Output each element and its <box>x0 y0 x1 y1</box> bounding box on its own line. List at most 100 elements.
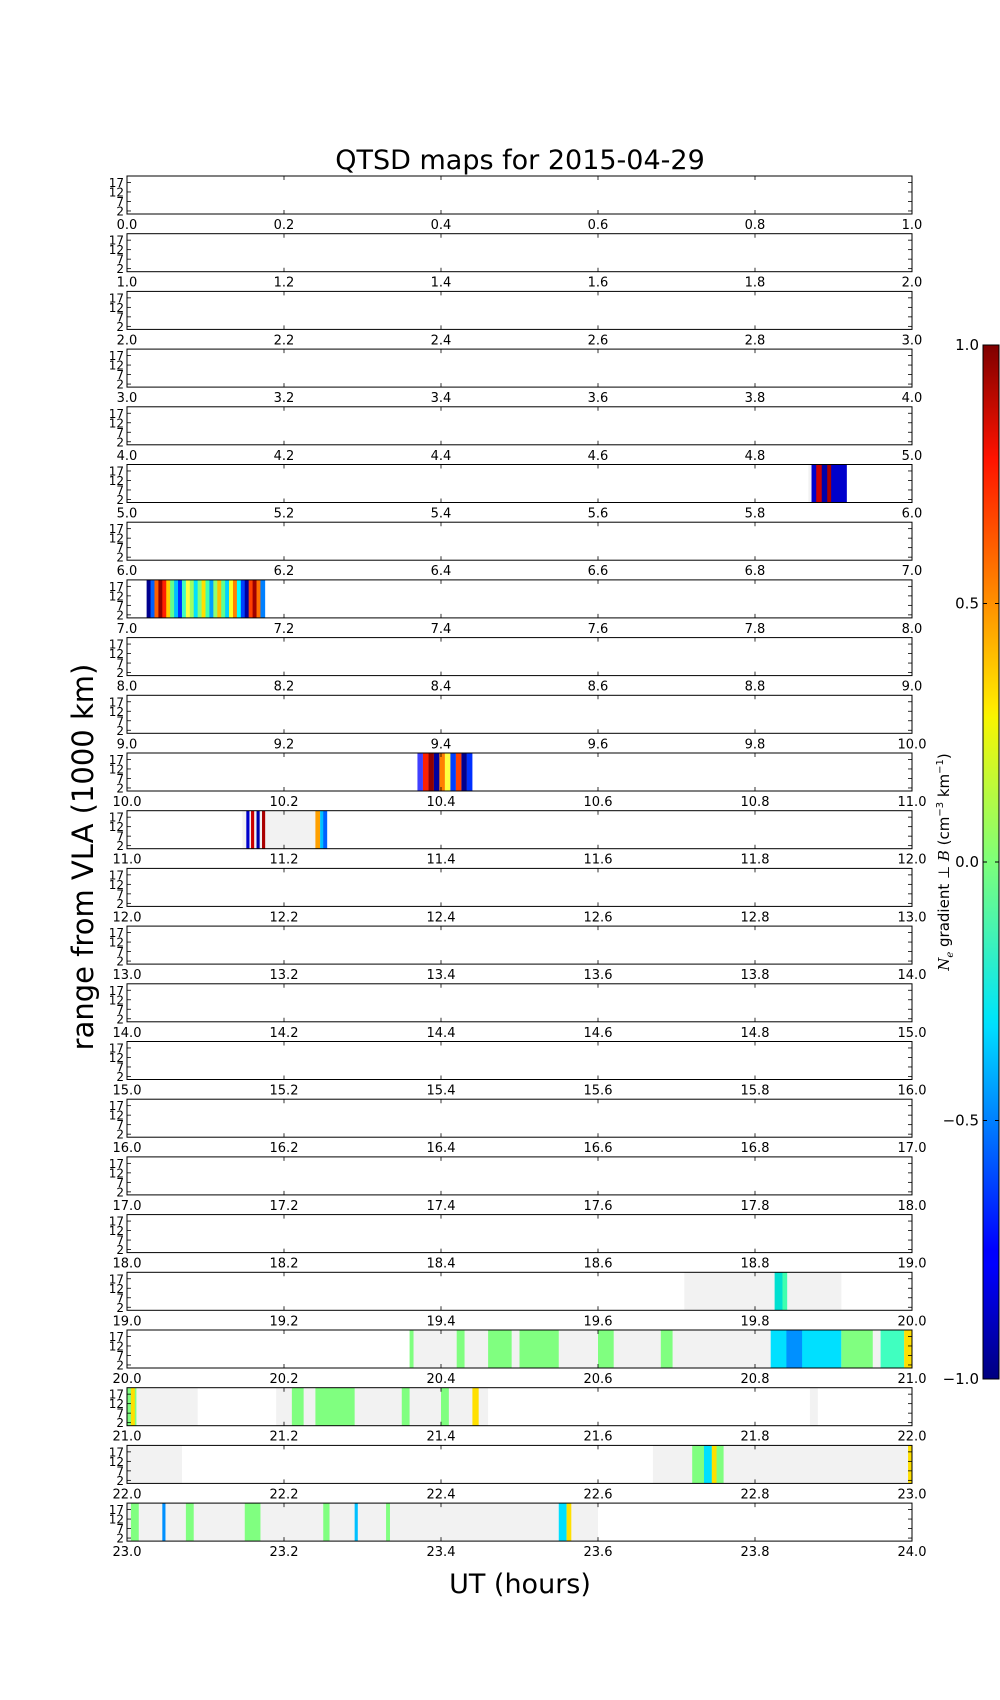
y-tick-label: 2 <box>116 1012 124 1026</box>
chart-title: QTSD maps for 2015-04-29 <box>335 145 705 176</box>
x-tick-label: 20.0 <box>113 1372 142 1387</box>
panel-frame <box>126 1214 913 1254</box>
panel-frame <box>126 348 913 388</box>
gradient-mark <box>178 579 183 618</box>
x-tick-label: 4.0 <box>117 449 138 464</box>
x-tick-label: 0.8 <box>745 218 766 233</box>
colorbar-label: Ne gradient ⊥ B (cm−3 km−1) <box>935 753 956 972</box>
x-tick-label: 23.2 <box>270 1545 299 1560</box>
x-tick-label: 4.2 <box>274 449 295 464</box>
x-tick-label: 22.6 <box>584 1487 613 1502</box>
y-tick-label: 17 <box>109 234 124 248</box>
x-tick-label: 10.2 <box>270 795 299 810</box>
y-tick-label: 2 <box>116 839 124 853</box>
x-tick-label: 18.0 <box>898 1199 927 1214</box>
x-tick-label: 7.0 <box>117 622 138 637</box>
y-tick-label: 2 <box>116 1301 124 1315</box>
x-tick-label: 14.8 <box>741 1026 770 1041</box>
y-tick-label: 2 <box>116 666 124 680</box>
gradient-mark <box>472 1387 479 1426</box>
x-tick-label: 6.0 <box>902 507 923 522</box>
y-tick-label: 17 <box>109 522 124 536</box>
x-tick-label: 22.2 <box>270 1487 299 1502</box>
x-tick-label: 19.0 <box>898 1257 927 1272</box>
y-tick-label: 12 <box>109 1282 124 1296</box>
y-tick-label: 17 <box>109 1157 124 1171</box>
x-tick-label: 1.4 <box>431 276 452 291</box>
gradient-mark <box>439 753 445 791</box>
panel-frame <box>126 233 913 273</box>
x-tick-label: 9.0 <box>902 680 923 695</box>
y-tick-label: 7 <box>116 541 124 555</box>
x-tick-label: 12.0 <box>113 910 142 925</box>
y-tick-label: 12 <box>109 416 124 430</box>
y-tick-label: 12 <box>109 1455 124 1469</box>
gradient-mark <box>441 1387 449 1426</box>
x-tick-label: 19.4 <box>427 1314 456 1329</box>
gradient-mark <box>831 464 847 503</box>
gradient-mark <box>166 579 171 618</box>
panel-frame <box>126 1502 913 1542</box>
y-tick-label: 12 <box>109 705 124 719</box>
gradient-mark <box>461 753 467 791</box>
x-tick-label: 19.0 <box>113 1314 142 1329</box>
gradient-mark <box>386 1503 390 1542</box>
coverage-region <box>684 1272 842 1311</box>
y-tick-label: 7 <box>116 310 124 324</box>
x-tick-label: 24.0 <box>898 1545 927 1560</box>
x-tick-label: 17.0 <box>898 1141 927 1156</box>
y-tick-label: 17 <box>109 984 124 998</box>
x-tick-label: 1.0 <box>902 218 923 233</box>
x-tick-label: 21.6 <box>584 1430 613 1445</box>
gradient-mark <box>660 1330 673 1368</box>
y-tick-label: 7 <box>116 887 124 901</box>
x-tick-label: 16.6 <box>584 1141 613 1156</box>
x-tick-label: 20.6 <box>584 1372 613 1387</box>
gradient-mark <box>181 579 187 618</box>
gradient-mark <box>246 810 250 849</box>
y-tick-label: 17 <box>109 926 124 940</box>
y-tick-label: 12 <box>109 589 124 603</box>
panel-frame <box>126 1329 913 1369</box>
y-tick-label: 17 <box>109 580 124 594</box>
x-tick-label: 17.0 <box>113 1199 142 1214</box>
x-tick-label: 1.6 <box>588 276 609 291</box>
y-tick-label: 2 <box>116 608 124 622</box>
x-tick-label: 19.2 <box>270 1314 299 1329</box>
x-tick-label: 17.8 <box>741 1199 770 1214</box>
x-tick-label: 16.0 <box>113 1141 142 1156</box>
gradient-mark <box>455 753 462 791</box>
gradient-mark <box>189 579 195 618</box>
panel-frame <box>126 867 913 907</box>
y-tick-label: 7 <box>116 483 124 497</box>
y-tick-label: 17 <box>109 1272 124 1286</box>
x-tick-label: 13.0 <box>898 910 927 925</box>
gradient-mark <box>320 810 325 849</box>
x-tick-label: 20.8 <box>741 1372 770 1387</box>
y-tick-label: 12 <box>109 762 124 776</box>
x-tick-label: 9.8 <box>745 737 766 752</box>
gradient-mark <box>174 579 179 618</box>
y-tick-label: 2 <box>116 551 124 565</box>
x-tick-label: 13.2 <box>270 968 299 983</box>
gradient-mark <box>197 579 203 618</box>
y-tick-label: 2 <box>116 724 124 738</box>
gradient-mark <box>158 579 164 618</box>
x-tick-label: 5.0 <box>902 449 923 464</box>
y-tick-label: 7 <box>116 253 124 267</box>
gradient-mark <box>703 1445 712 1484</box>
gradient-mark <box>251 810 255 849</box>
gradient-mark <box>205 579 211 618</box>
x-tick-label: 11.0 <box>898 795 927 810</box>
x-tick-label: 6.0 <box>117 564 138 579</box>
x-tick-label: 9.6 <box>588 737 609 752</box>
y-tick-label: 17 <box>109 811 124 825</box>
gradient-mark <box>146 579 152 618</box>
x-tick-label: 2.0 <box>902 276 923 291</box>
x-tick-label: 10.0 <box>898 737 927 752</box>
coverage-region <box>127 1503 598 1542</box>
